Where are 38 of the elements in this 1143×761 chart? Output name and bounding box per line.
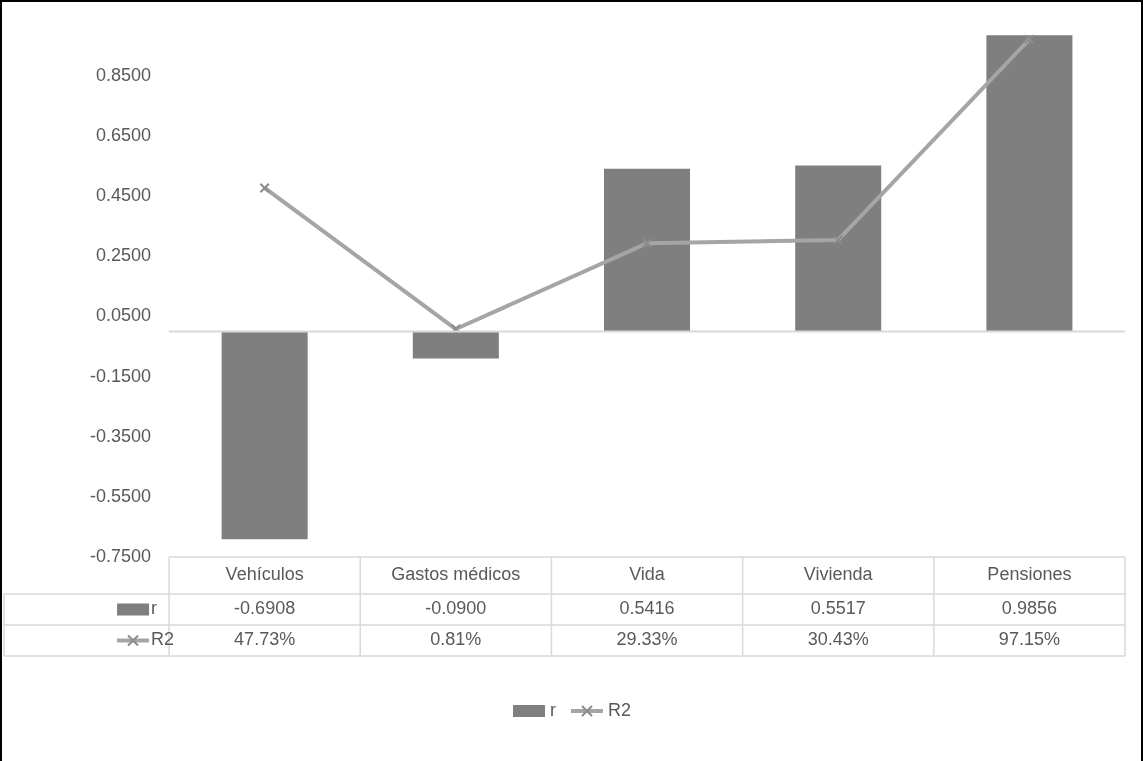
x-tick-label: Vivienda — [803, 564, 874, 585]
data-label: 0.5416 — [619, 598, 675, 619]
point — [641, 238, 653, 249]
data-label: 0.5517 — [810, 598, 866, 619]
y-tick-label: -0.3500 — [89, 425, 152, 446]
data-label: -0.6908 — [234, 598, 296, 619]
point — [450, 323, 462, 335]
x-tick-label: Vehículos — [225, 564, 304, 585]
x-tick-label: Pensiones — [987, 564, 1072, 585]
text: R2 — [607, 700, 631, 720]
x-tick-label: Vida — [629, 564, 666, 585]
x-tick-label: Gastos médicos — [391, 564, 521, 585]
data-label: 0.9856 — [1001, 598, 1057, 619]
bar — [221, 331, 308, 540]
bar — [795, 165, 882, 332]
bar — [986, 35, 1073, 332]
data-label: -0.0900 — [425, 598, 487, 619]
y-tick-label: 0.0500 — [95, 305, 152, 326]
data-label: 30.43% — [807, 629, 869, 650]
data-label: 29.33% — [616, 629, 678, 650]
data-label: 97.15% — [998, 629, 1060, 650]
bar — [604, 168, 691, 332]
text: r — [549, 700, 556, 720]
y-tick-label: 0.4500 — [95, 185, 152, 206]
y-tick-label: 0.6500 — [95, 125, 152, 146]
y-tick-label: -0.5500 — [89, 485, 152, 506]
legend-label: r — [151, 598, 158, 619]
data-label: 47.73% — [234, 629, 296, 650]
legend-label: R2 — [151, 629, 175, 650]
point — [1024, 34, 1035, 45]
y-tick-label: -0.7500 — [89, 545, 152, 566]
point — [832, 234, 844, 246]
y-tick-label: 0.8500 — [95, 64, 152, 85]
data-label: 0.81% — [430, 629, 482, 650]
y-tick-label: -0.1500 — [89, 365, 152, 386]
point — [259, 182, 270, 194]
y-tick-label: 0.2500 — [95, 245, 152, 266]
bar — [412, 331, 499, 359]
